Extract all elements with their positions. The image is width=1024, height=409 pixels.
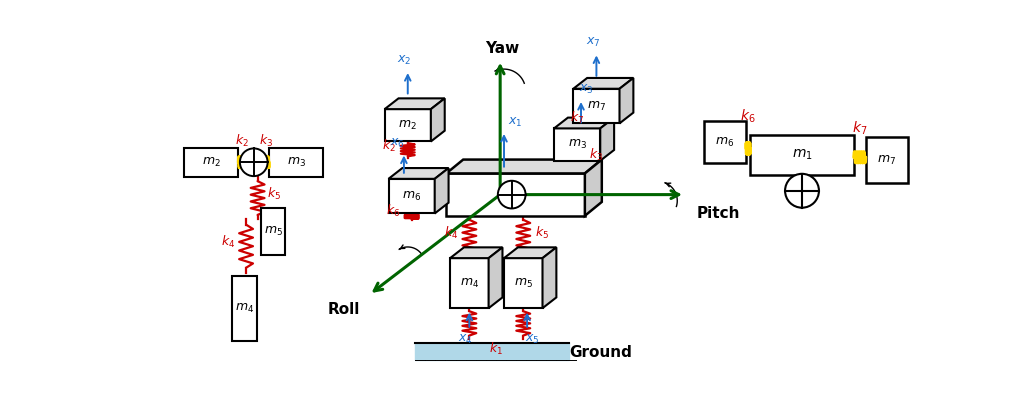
Text: $m_6$: $m_6$ xyxy=(402,190,421,203)
Polygon shape xyxy=(620,78,634,124)
Text: Pitch: Pitch xyxy=(696,206,740,221)
Text: $x_4$: $x_4$ xyxy=(458,333,473,346)
Circle shape xyxy=(785,174,819,208)
Circle shape xyxy=(498,181,525,209)
Polygon shape xyxy=(446,160,602,173)
Text: $k_7$: $k_7$ xyxy=(852,120,867,137)
Text: $x_3$: $x_3$ xyxy=(580,83,594,96)
Text: $m_2$: $m_2$ xyxy=(202,156,221,169)
Bar xyxy=(573,89,620,124)
Bar xyxy=(750,135,854,175)
Bar xyxy=(388,179,435,213)
Text: $m_7$: $m_7$ xyxy=(587,99,606,112)
Polygon shape xyxy=(573,78,634,89)
Text: $k_1$: $k_1$ xyxy=(489,341,504,357)
Text: $m_2$: $m_2$ xyxy=(398,119,417,132)
Bar xyxy=(451,258,488,308)
Text: $m_4$: $m_4$ xyxy=(460,276,479,290)
Text: $k_6$: $k_6$ xyxy=(386,202,400,219)
Circle shape xyxy=(240,148,267,176)
Text: $x_5$: $x_5$ xyxy=(525,333,540,346)
Polygon shape xyxy=(431,98,444,142)
Text: $k_4$: $k_4$ xyxy=(221,234,236,250)
Text: $k_2$: $k_2$ xyxy=(234,133,249,149)
Bar xyxy=(385,109,431,142)
Bar xyxy=(269,148,323,177)
Text: $x_6$: $x_6$ xyxy=(390,137,406,150)
Text: $x_1$: $x_1$ xyxy=(508,116,522,129)
Bar xyxy=(504,258,543,308)
Text: $k_5$: $k_5$ xyxy=(535,225,549,241)
Polygon shape xyxy=(504,247,556,258)
Text: $m_3$: $m_3$ xyxy=(287,156,305,169)
Text: $k_7$: $k_7$ xyxy=(570,110,584,126)
Text: $m_1$: $m_1$ xyxy=(792,147,812,162)
Text: $k_3$: $k_3$ xyxy=(590,147,603,164)
Polygon shape xyxy=(435,168,449,213)
Polygon shape xyxy=(600,118,614,161)
Text: Yaw: Yaw xyxy=(485,41,519,56)
Text: $x_7$: $x_7$ xyxy=(586,36,601,49)
Text: $m_5$: $m_5$ xyxy=(263,225,283,238)
Text: $k_4$: $k_4$ xyxy=(444,225,459,241)
Text: $k_3$: $k_3$ xyxy=(259,133,273,149)
Polygon shape xyxy=(543,247,556,308)
Text: $k_2$: $k_2$ xyxy=(382,138,396,154)
Bar xyxy=(416,343,569,360)
Polygon shape xyxy=(385,98,444,109)
Bar xyxy=(261,208,286,256)
Bar xyxy=(184,148,239,177)
Polygon shape xyxy=(388,168,449,179)
Text: $m_1$: $m_1$ xyxy=(504,187,526,202)
Polygon shape xyxy=(554,118,614,128)
Polygon shape xyxy=(585,160,602,216)
Bar xyxy=(554,128,600,161)
Bar xyxy=(703,121,746,164)
Text: $m_4$: $m_4$ xyxy=(234,302,254,315)
Bar xyxy=(446,173,585,216)
Text: $m_3$: $m_3$ xyxy=(567,138,587,151)
Bar xyxy=(865,137,908,183)
Text: $x_2$: $x_2$ xyxy=(396,54,411,67)
Text: $k_6$: $k_6$ xyxy=(740,108,756,125)
Polygon shape xyxy=(451,247,503,258)
Text: $m_5$: $m_5$ xyxy=(514,276,532,290)
Text: $m_6$: $m_6$ xyxy=(716,136,734,149)
Polygon shape xyxy=(488,247,503,308)
Text: $m_7$: $m_7$ xyxy=(878,153,896,166)
Text: Roll: Roll xyxy=(328,302,360,317)
Text: $k_5$: $k_5$ xyxy=(267,186,281,202)
Bar xyxy=(232,276,257,341)
Text: Ground: Ground xyxy=(568,345,632,360)
